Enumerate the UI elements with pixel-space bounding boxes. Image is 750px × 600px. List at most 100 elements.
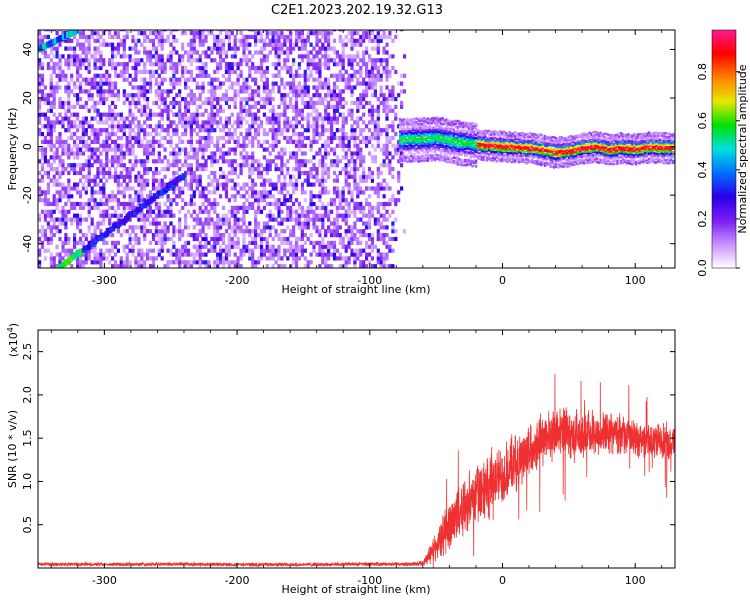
- heatmap-cell: [172, 85, 176, 90]
- heatmap-cell: [362, 93, 366, 98]
- heatmap-cell: [382, 236, 386, 242]
- heatmap-cell: [93, 151, 97, 156]
- heatmap-cell: [318, 213, 322, 218]
- heatmap-cell: [90, 221, 94, 226]
- heatmap-cell: [99, 50, 103, 55]
- heatmap-cell: [430, 149, 433, 153]
- heatmap-cell: [61, 143, 65, 148]
- heatmap-cell: [324, 38, 328, 43]
- heatmap-cell: [102, 58, 106, 63]
- heatmap-cell: [434, 126, 437, 129]
- heatmap-cell: [154, 256, 158, 261]
- heatmap-cell: [140, 217, 144, 222]
- heatmap-cell: [169, 178, 173, 183]
- heatmap-cell: [309, 31, 313, 36]
- heatmap-cell: [81, 120, 85, 125]
- heatmap-cell: [426, 131, 429, 134]
- heatmap-cell: [154, 132, 158, 137]
- heatmap-cell: [332, 201, 337, 207]
- heatmap-cell: [64, 209, 68, 214]
- heatmap-cell: [230, 85, 234, 90]
- heatmap-cell: [370, 174, 374, 179]
- heatmap-cell: [421, 141, 424, 144]
- heatmap-cell: [93, 81, 97, 86]
- heatmap-cell: [318, 252, 322, 257]
- heatmap-cell: [385, 108, 389, 113]
- heatmap-cell: [335, 93, 339, 98]
- heatmap-cell: [213, 170, 217, 176]
- heatmap-cell: [207, 135, 211, 141]
- heatmap-cell: [76, 217, 80, 222]
- heatmap-cell: [207, 128, 211, 133]
- heatmap-cell: [204, 65, 208, 71]
- heatmap-cell: [137, 89, 141, 94]
- heatmap-cell: [415, 131, 418, 135]
- heatmap-cell: [280, 159, 284, 164]
- heatmap-cell: [108, 112, 112, 117]
- heatmap-cell: [376, 139, 380, 144]
- heatmap-cell: [137, 213, 141, 218]
- heatmap-cell: [58, 182, 62, 187]
- heatmap-cell: [406, 117, 409, 121]
- heatmap-cell: [445, 138, 448, 141]
- heatmap-cell: [312, 77, 316, 82]
- heatmap-cell: [73, 143, 77, 148]
- heatmap-cell: [404, 118, 407, 122]
- heatmap-cell: [96, 201, 100, 207]
- heatmap-cell: [445, 120, 448, 124]
- heatmap-cell: [224, 116, 229, 121]
- heatmap-cell: [350, 34, 354, 40]
- heatmap-cell: [426, 140, 429, 143]
- heatmap-cell: [324, 77, 328, 82]
- heatmap-cell: [134, 132, 138, 137]
- heatmap-cell: [99, 151, 103, 156]
- heatmap-cell: [172, 128, 176, 133]
- heatmap-cell: [219, 128, 223, 133]
- heatmap-cell: [172, 190, 176, 195]
- heatmap-cell: [227, 65, 231, 71]
- heatmap-cell: [73, 124, 77, 129]
- heatmap-cell: [344, 116, 348, 121]
- heatmap-cell: [148, 62, 153, 67]
- heatmap-cell: [306, 174, 310, 179]
- heatmap-cell: [213, 201, 217, 207]
- heatmap-cell: [172, 34, 176, 40]
- heatmap-cell: [397, 93, 401, 98]
- heatmap-cell: [76, 73, 80, 78]
- heatmap-cell: [76, 128, 80, 133]
- heatmap-cell: [292, 167, 296, 172]
- heatmap-cell: [224, 132, 229, 137]
- heatmap-cell: [157, 124, 161, 129]
- heatmap-cell: [64, 217, 68, 222]
- heatmap-cell: [99, 248, 103, 253]
- heatmap-cell: [318, 81, 322, 86]
- heatmap-cell: [239, 31, 243, 36]
- heatmap-cell: [125, 229, 129, 234]
- heatmap-cell: [172, 233, 176, 238]
- heatmap-cell: [160, 46, 164, 51]
- heatmap-cell: [274, 217, 278, 222]
- heatmap-cell: [365, 34, 369, 40]
- heatmap-cell: [61, 77, 65, 82]
- heatmap-cell: [151, 135, 156, 141]
- heatmap-cell: [347, 229, 351, 234]
- heatmap-cell: [125, 186, 129, 191]
- heatmap-cell: [219, 167, 223, 172]
- heatmap-cell: [412, 131, 415, 135]
- heatmap-cell: [143, 69, 147, 74]
- heatmap-cell: [210, 81, 214, 86]
- heatmap-cell: [181, 173, 187, 179]
- heatmap-cell: [90, 147, 94, 152]
- heatmap-cell: [303, 81, 307, 86]
- heatmap-cell: [338, 236, 342, 242]
- heatmap-cell: [46, 248, 50, 253]
- heatmap-cell: [294, 260, 299, 265]
- heatmap-cell: [344, 260, 348, 265]
- heatmap-cell: [426, 117, 429, 120]
- heatmap-cell: [146, 209, 150, 214]
- heatmap-cell: [248, 85, 252, 90]
- heatmap-cell: [189, 182, 193, 187]
- heatmap-cell: [245, 81, 249, 86]
- heatmap-cell: [257, 194, 261, 199]
- heatmap-cell: [257, 256, 261, 261]
